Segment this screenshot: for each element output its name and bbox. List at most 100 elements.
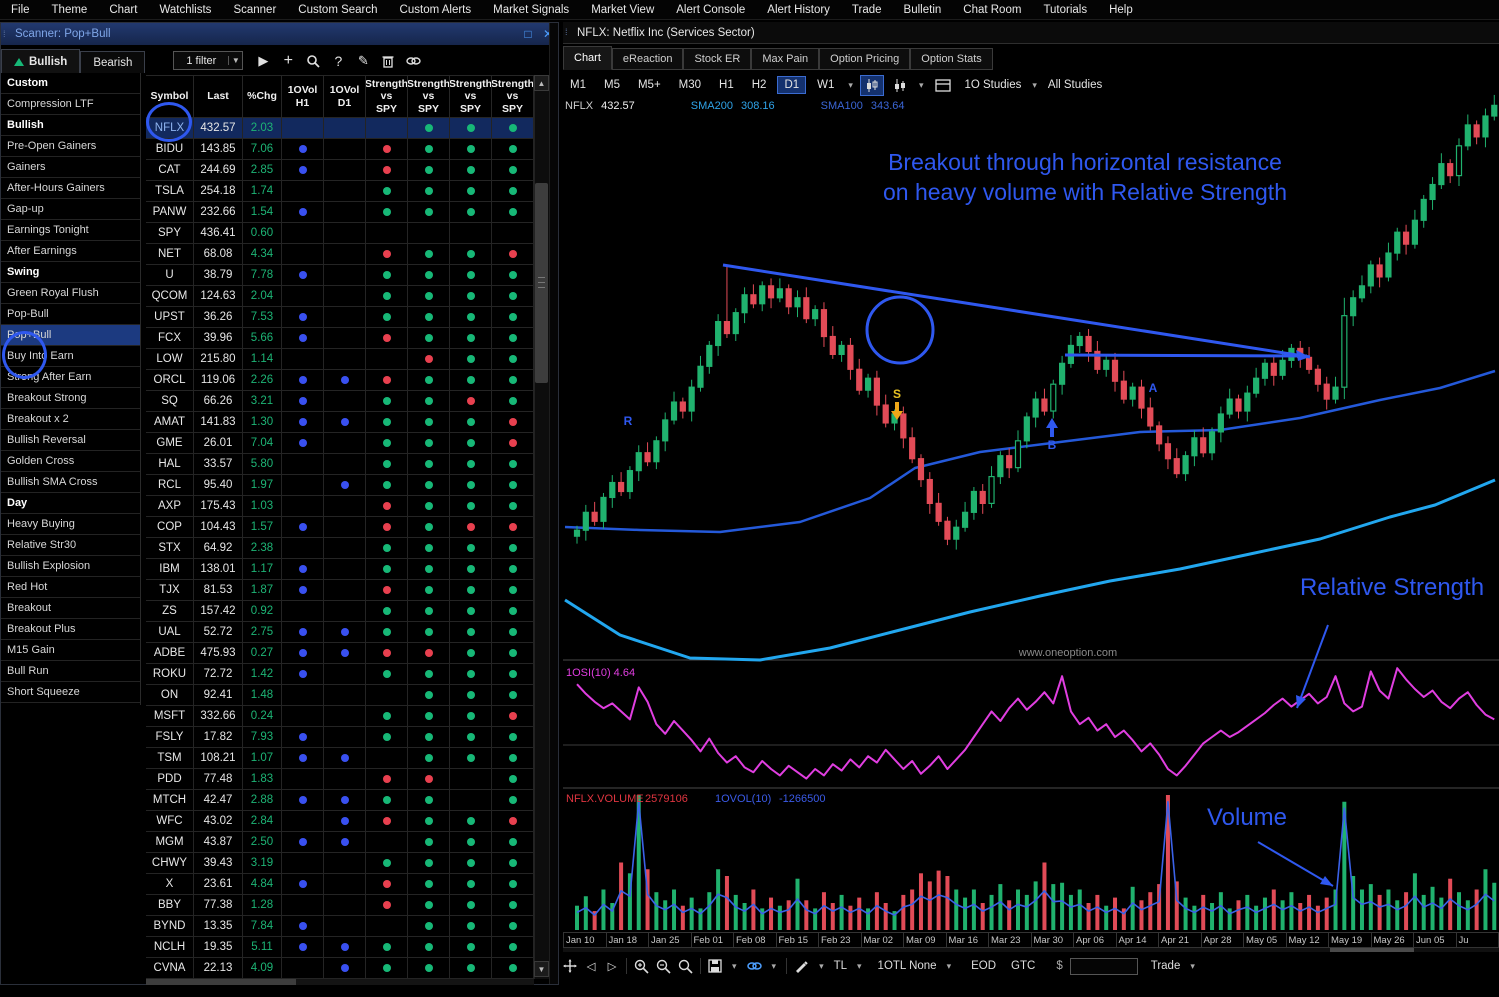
next-icon[interactable]: ▷: [607, 961, 617, 973]
sidebar-item-breakout-x-2[interactable]: Breakout x 2: [1, 409, 140, 430]
table-row-mtch[interactable]: MTCH 42.47 2.88: [146, 790, 534, 811]
table-row-x[interactable]: X 23.61 4.84: [146, 874, 534, 895]
sidebar-item-gap-up[interactable]: Gap-up: [1, 199, 140, 220]
table-h-scrollbar[interactable]: [146, 979, 534, 985]
add-icon[interactable]: +: [283, 52, 294, 69]
help-icon[interactable]: ?: [334, 53, 343, 69]
menu-item-market-view[interactable]: Market View: [591, 3, 655, 16]
sidebar-item-bullish-reversal[interactable]: Bullish Reversal: [1, 430, 140, 451]
zoom-out-icon[interactable]: [656, 958, 671, 974]
menu-item-custom-search[interactable]: Custom Search: [298, 3, 378, 16]
menu-item-chat-room[interactable]: Chat Room: [963, 3, 1022, 16]
zoom-in-icon[interactable]: [634, 958, 649, 974]
scanner-titlebar[interactable]: ⁞ Scanner: Pop+Bull □ ✕: [1, 23, 558, 45]
table-row-msft[interactable]: MSFT 332.66 0.24: [146, 706, 534, 727]
table-row-adbe[interactable]: ADBE 475.93 0.27: [146, 643, 534, 664]
maximize-icon[interactable]: □: [524, 27, 532, 41]
table-row-nflx[interactable]: NFLX 432.57 2.03: [146, 118, 534, 139]
tab-max-pain[interactable]: Max Pain: [751, 48, 820, 70]
chart-h-scrollbar[interactable]: [563, 948, 1499, 952]
table-row-on[interactable]: ON 92.41 1.48: [146, 685, 534, 706]
table-row-bidu[interactable]: BIDU 143.85 7.06: [146, 139, 534, 160]
table-row-roku[interactable]: ROKU 72.72 1.42: [146, 664, 534, 685]
table-row-chwy[interactable]: CHWY 39.43 3.19: [146, 853, 534, 874]
sidebar-item-after-earnings[interactable]: After Earnings: [1, 241, 140, 262]
table-row-cvna[interactable]: CVNA 22.13 4.09: [146, 958, 534, 979]
link-icon[interactable]: [405, 53, 421, 69]
table-row-rcl[interactable]: RCL 95.40 1.97: [146, 475, 534, 496]
sidebar-item-gainers[interactable]: Gainers: [1, 157, 140, 178]
chevron-down-icon[interactable]: ▾: [819, 960, 824, 971]
menu-item-theme[interactable]: Theme: [51, 3, 88, 16]
scroll-up-icon[interactable]: ▲: [534, 75, 549, 91]
search-icon[interactable]: [305, 53, 321, 69]
save-icon[interactable]: [708, 958, 722, 974]
sidebar-item-strong-after-earn[interactable]: Strong After Earn: [1, 367, 140, 388]
column-header-3[interactable]: 1OVol H1: [282, 75, 324, 118]
sidebar-item-breakout-plus[interactable]: Breakout Plus: [1, 619, 140, 640]
table-row-net[interactable]: NET 68.08 4.34: [146, 244, 534, 265]
sidebar-item-bull-run[interactable]: Bull Run: [1, 661, 140, 682]
column-header-5[interactable]: Strength vs SPY: [366, 75, 408, 118]
otl-dropdown[interactable]: 1OTL None: [877, 960, 937, 972]
gtc-button[interactable]: GTC: [1011, 960, 1036, 972]
menu-item-alert-history[interactable]: Alert History: [767, 3, 830, 16]
table-row-zs[interactable]: ZS 157.42 0.92: [146, 601, 534, 622]
sidebar-item-relative-str30[interactable]: Relative Str30: [1, 535, 140, 556]
scrollbar-thumb[interactable]: [535, 183, 548, 383]
sidebar-item-pop-bull[interactable]: Pop-Bull: [1, 304, 140, 325]
table-row-stx[interactable]: STX 64.92 2.38: [146, 538, 534, 559]
menu-item-scanner[interactable]: Scanner: [233, 3, 277, 16]
table-row-qcom[interactable]: QCOM 124.63 2.04: [146, 286, 534, 307]
menu-item-watchlists[interactable]: Watchlists: [159, 3, 212, 16]
timeframe-h1[interactable]: H1: [719, 79, 734, 91]
table-row-amat[interactable]: AMAT 141.83 1.30: [146, 412, 534, 433]
table-row-orcl[interactable]: ORCL 119.06 2.26: [146, 370, 534, 391]
pan-icon[interactable]: [563, 958, 577, 974]
scroll-down-icon[interactable]: ▼: [534, 961, 549, 977]
menu-item-tutorials[interactable]: Tutorials: [1043, 3, 1088, 16]
chart-titlebar[interactable]: ⁞ NFLX: Netflix Inc (Services Sector): [563, 22, 1499, 44]
tab-stock-er[interactable]: Stock ER: [683, 48, 752, 70]
sidebar-item-golden-cross[interactable]: Golden Cross: [1, 451, 140, 472]
timeframe-m5[interactable]: M5+: [637, 79, 661, 91]
tab-bullish[interactable]: Bullish: [1, 49, 81, 73]
timeframe-d1[interactable]: D1: [777, 76, 807, 94]
tab-chart[interactable]: Chart: [563, 46, 612, 70]
table-row-bby[interactable]: BBY 77.38 1.28: [146, 895, 534, 916]
column-header-8[interactable]: Strength vs SPY: [492, 75, 534, 118]
column-header-4[interactable]: 1OVol D1: [324, 75, 366, 118]
chevron-down-icon[interactable]: ▾: [771, 960, 777, 971]
menu-item-market-signals[interactable]: Market Signals: [493, 3, 570, 16]
bar-style-icon[interactable]: [888, 75, 912, 96]
table-row-hal[interactable]: HAL 33.57 5.80: [146, 454, 534, 475]
filter-dropdown[interactable]: 1 filter ▼: [173, 51, 244, 70]
column-header-6[interactable]: Strength vs SPY: [408, 75, 450, 118]
column-header-0[interactable]: Symbol: [146, 75, 194, 118]
chevron-down-icon[interactable]: ▾: [918, 79, 924, 90]
sidebar-item-breakout-strong[interactable]: Breakout Strong: [1, 388, 140, 409]
delete-icon[interactable]: [380, 53, 396, 69]
studies-dropdown[interactable]: 1O Studies: [964, 79, 1022, 91]
sidebar-item-green-royal-flush[interactable]: Green Royal Flush: [1, 283, 140, 304]
timeframe-m30[interactable]: M30: [678, 79, 702, 91]
sidebar-item-pop-bull[interactable]: Pop+Bull: [1, 325, 140, 346]
sidebar-item-buy-into-earn[interactable]: Buy Into Earn: [1, 346, 140, 367]
menu-item-custom-alerts[interactable]: Custom Alerts: [399, 3, 472, 16]
menu-item-help[interactable]: Help: [1109, 3, 1133, 16]
draw-icon[interactable]: [794, 958, 809, 974]
table-row-cat[interactable]: CAT 244.69 2.85: [146, 160, 534, 181]
eod-button[interactable]: EOD: [971, 960, 997, 972]
menu-item-bulletin[interactable]: Bulletin: [903, 3, 942, 16]
zoom-reset-icon[interactable]: [678, 958, 693, 974]
table-row-pdd[interactable]: PDD 77.48 1.83: [146, 769, 534, 790]
timeframe-m5[interactable]: M5: [603, 79, 620, 91]
layout-grid-icon[interactable]: [930, 76, 956, 95]
link-chart-icon[interactable]: [746, 958, 762, 974]
sidebar-item-after-hours-gainers[interactable]: After-Hours Gainers: [1, 178, 140, 199]
sidebar-item-breakout[interactable]: Breakout: [1, 598, 140, 619]
chevron-down-icon[interactable]: ▾: [848, 79, 853, 90]
table-row-upst[interactable]: UPST 36.26 7.53: [146, 307, 534, 328]
sidebar-item-pre-open-gainers[interactable]: Pre-Open Gainers: [1, 136, 140, 157]
table-row-tsm[interactable]: TSM 108.21 1.07: [146, 748, 534, 769]
